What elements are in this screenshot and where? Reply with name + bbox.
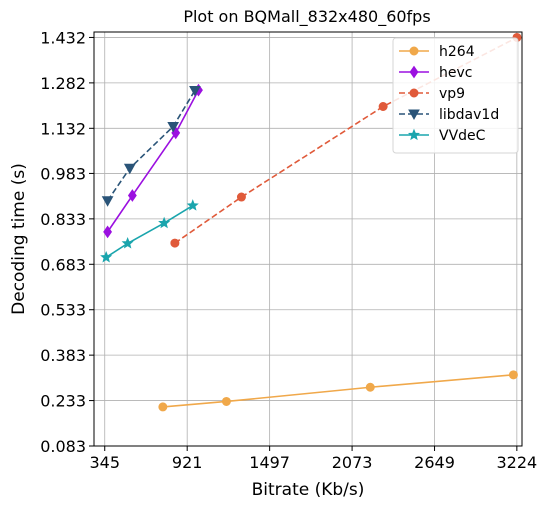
x-tick-label: 1497 <box>249 453 290 472</box>
y-tick-label: 0.683 <box>40 255 86 274</box>
y-tick-label: 1.132 <box>40 119 86 138</box>
series-h264 <box>158 370 518 412</box>
legend-item-hevc: hevc <box>399 65 472 81</box>
plot-frame <box>93 31 523 447</box>
hevc-point <box>127 189 137 202</box>
vp9-point <box>378 102 388 112</box>
y-tick-label: 0.533 <box>40 301 86 320</box>
legend-box <box>392 37 519 154</box>
legend-marker <box>409 65 419 79</box>
vp9-point <box>170 238 180 248</box>
h264-point <box>365 382 375 392</box>
legend-marker <box>409 88 419 98</box>
h264-line <box>162 374 514 408</box>
legend-label: vp9 <box>439 86 465 102</box>
legend-item-h264: h264 <box>399 44 475 60</box>
ticks: 345 921 1497 2073 2649 3224 0.083 0.233 0.383 0.5… <box>40 28 537 472</box>
y-tick-label: 1.282 <box>40 74 86 93</box>
VVdeC-point <box>121 237 134 249</box>
x-tick-label: 2073 <box>332 453 373 472</box>
h264-point <box>221 396 231 406</box>
legend: h264 hevc vp9 libdav1d VVdeC <box>392 37 519 154</box>
y-tick-label: 0.233 <box>40 392 86 411</box>
h264-point <box>158 402 168 412</box>
x-tick-label: 2649 <box>414 453 455 472</box>
hevc-point <box>103 225 113 239</box>
libdav1d-point <box>101 196 114 207</box>
y-tick-label: 0.383 <box>40 346 86 365</box>
y-tick-label: 0.983 <box>40 164 86 183</box>
legend-item-vp9: vp9 <box>399 86 465 102</box>
VVdeC-point <box>186 199 199 211</box>
y-tick-label: 0.083 <box>40 437 86 456</box>
libdav1d-line <box>106 90 196 202</box>
legend-label: hevc <box>439 65 472 81</box>
x-axis-label: Bitrate (Kb/s) <box>252 480 365 500</box>
chart-title: Plot on BQMall_832x480_60fps <box>183 7 430 27</box>
legend-label: libdav1d <box>439 107 499 123</box>
legend-item-VVdeC: VVdeC <box>399 128 486 144</box>
libdav1d-point <box>167 121 180 133</box>
VVdeC-point <box>100 250 113 263</box>
y-tick-label: 0.833 <box>40 210 86 229</box>
x-tick-label: 921 <box>172 453 203 472</box>
series-VVdeC <box>100 199 199 263</box>
legend-item-libdav1d: libdav1d <box>399 107 499 123</box>
h264-point <box>508 370 518 380</box>
x-tick-label: 345 <box>89 453 120 472</box>
y-tick-label: 1.432 <box>40 28 86 47</box>
legend-marker <box>409 46 419 56</box>
y-axis-label: Decoding time (s) <box>9 163 29 315</box>
legend-label: h264 <box>439 44 475 60</box>
hevc-line <box>106 89 200 233</box>
libdav1d-point <box>189 85 201 97</box>
legend-marker <box>408 109 420 121</box>
legend-marker <box>407 128 421 141</box>
x-tick-label: 3224 <box>496 453 537 472</box>
VVdeC-point <box>158 216 171 229</box>
VVdeC-line <box>105 204 194 258</box>
legend-label: VVdeC <box>439 128 486 144</box>
libdav1d-point <box>123 163 136 175</box>
series-libdav1d <box>101 85 201 207</box>
vp9-point <box>236 192 246 202</box>
